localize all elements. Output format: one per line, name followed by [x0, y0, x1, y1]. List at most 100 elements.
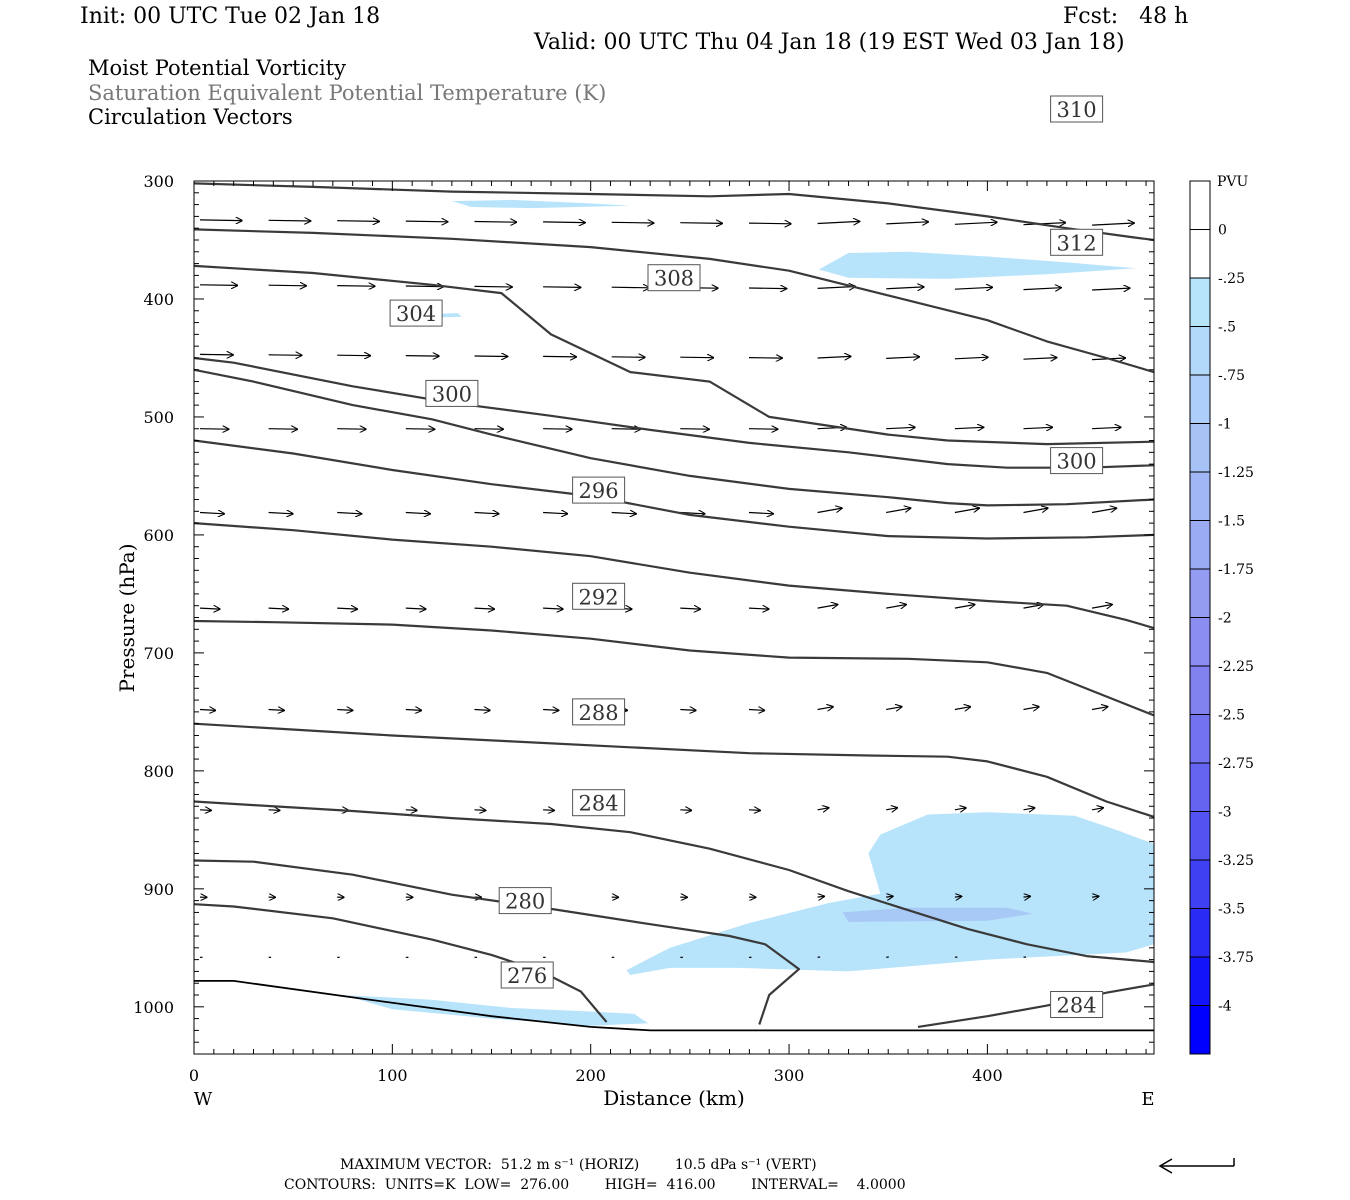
- circulation-vector: [886, 357, 919, 359]
- theta-es-contour: [194, 228, 1154, 374]
- circulation-vector: [817, 508, 842, 514]
- circulation-vector: [680, 429, 709, 430]
- circulation-vector: [886, 427, 915, 428]
- circulation-vector: [337, 608, 357, 609]
- circulation-vector: [474, 222, 517, 223]
- contour-label-text: 292: [579, 585, 619, 609]
- y-tick-label: 400: [143, 290, 174, 309]
- circulation-vector: [199, 513, 224, 514]
- circulation-vector: [337, 355, 370, 356]
- circulation-vector: [268, 220, 311, 221]
- axes: 0 100 200 300 400 300 400 500 600 700 800 900 1000: [133, 172, 1154, 1085]
- circulation-vector: [199, 710, 216, 711]
- contour-label: 300: [1050, 447, 1104, 475]
- colorbar-swatch: [1190, 860, 1210, 909]
- colorbar-label: -3.5: [1218, 902, 1245, 918]
- circulation-vector: [268, 355, 302, 356]
- theta-es-contour: [194, 182, 1154, 242]
- circulation-vector: [817, 605, 838, 609]
- circulation-vector: [886, 222, 928, 224]
- circulation-vector: [405, 710, 422, 711]
- circulation-vector: [474, 286, 513, 287]
- contour-label-text: 310: [1057, 98, 1097, 122]
- circulation-vector: [886, 707, 902, 710]
- colorbar-label: -4: [1218, 999, 1232, 1015]
- x-tick-label: 300: [774, 1066, 805, 1085]
- contour-label-text: 288: [579, 701, 619, 725]
- colorbar-swatch: [1190, 1005, 1210, 1055]
- contour-label-box: [1050, 95, 1104, 123]
- contour-label: 292: [572, 582, 626, 610]
- circulation-vector: [543, 287, 581, 288]
- circulation-vector: [405, 810, 417, 811]
- circulation-vector: [474, 356, 508, 357]
- colorbar-swatch: [1190, 229, 1210, 279]
- colorbar-label: -3.25: [1218, 853, 1254, 869]
- circulation-vector: [1091, 707, 1108, 710]
- colorbar-label: -3.75: [1218, 950, 1254, 966]
- circulation-vector: [886, 508, 910, 514]
- circulation-vector: [268, 810, 280, 811]
- contour-label-text: 300: [1057, 450, 1097, 474]
- contour-label: 308: [647, 264, 701, 292]
- reference-vector-icon: [1158, 1158, 1235, 1174]
- valid-time: Valid: 00 UTC Thu 04 Jan 18 (19 EST Wed …: [534, 30, 1125, 55]
- circulation-vector: [1023, 223, 1066, 225]
- circulation-vector: [680, 710, 696, 711]
- circulation-vector: [543, 810, 554, 811]
- circulation-vector: [405, 221, 448, 222]
- contour-label-text: 284: [1057, 994, 1097, 1018]
- forecast-hour: Fcst: 48 h: [1063, 4, 1189, 29]
- y-tick-label: 500: [143, 408, 174, 427]
- circulation-vector: [954, 287, 993, 289]
- circulation-vector: [954, 222, 997, 224]
- colorbar-swatch: [1190, 375, 1210, 424]
- contour-label-box: [1050, 447, 1104, 475]
- circulation-vector: [268, 608, 289, 609]
- theta-es-contour: [194, 439, 1154, 540]
- circulation-vector: [886, 287, 924, 289]
- contour-label-text: 276: [507, 964, 547, 988]
- y-tick-label: 600: [143, 526, 174, 545]
- theta-es-contour: [194, 368, 1154, 507]
- circulation-vector: [1023, 427, 1053, 428]
- circulation-vector: [611, 222, 654, 223]
- circulation-vector: [543, 513, 567, 514]
- circulation-vector: [1092, 288, 1130, 290]
- circulation-vector: [474, 710, 491, 711]
- theta-es-contour: [194, 619, 1154, 717]
- colorbar-swatch: [1190, 520, 1210, 570]
- contour-label-box: [500, 961, 554, 989]
- circulation-vector: [337, 429, 366, 430]
- colorbar-label: -1: [1218, 417, 1232, 433]
- contour-label-text: 284: [579, 792, 619, 816]
- contour-label: 304: [389, 299, 443, 327]
- contour-label-box: [1050, 228, 1104, 256]
- circulation-vector: [1092, 223, 1134, 225]
- circulation-vector: [748, 710, 765, 711]
- x-tick-label: 100: [377, 1066, 408, 1085]
- colorbar-label: 0: [1218, 223, 1227, 239]
- circulation-vector: [886, 605, 906, 609]
- x-axis-left-label: W: [194, 1089, 213, 1110]
- circulation-vector: [337, 710, 353, 711]
- colorbar-label: -1.75: [1218, 562, 1254, 578]
- x-axis-label: Distance (km): [603, 1086, 745, 1110]
- circulation-vector: [1023, 358, 1057, 360]
- contour-label-text: 308: [654, 267, 694, 291]
- contour-label-box: [572, 476, 626, 504]
- circulation-vector: [474, 608, 495, 609]
- circulation-vector: [1024, 896, 1031, 897]
- max-vector-info: MAXIMUM VECTOR: 51.2 m s⁻¹ (HORIZ) 10.5 …: [340, 1157, 817, 1173]
- circulation-vector: [1092, 427, 1121, 428]
- theta-es-contour: [194, 356, 1154, 469]
- circulation-vector: [680, 513, 704, 514]
- pv-colorbar: 0 -.25 -.5 -.75 -1 -1.25 -1.5 -1.75 -2 -2.25 -2.5 -…: [1189, 180, 1254, 1055]
- colorbar-label: -1.25: [1218, 465, 1254, 481]
- circulation-vector: [748, 810, 760, 811]
- contour-label-box: [572, 698, 626, 726]
- theta-es-contours: [194, 182, 1154, 1032]
- colorbar-swatch: [1190, 278, 1210, 327]
- circulation-vector: [955, 896, 962, 897]
